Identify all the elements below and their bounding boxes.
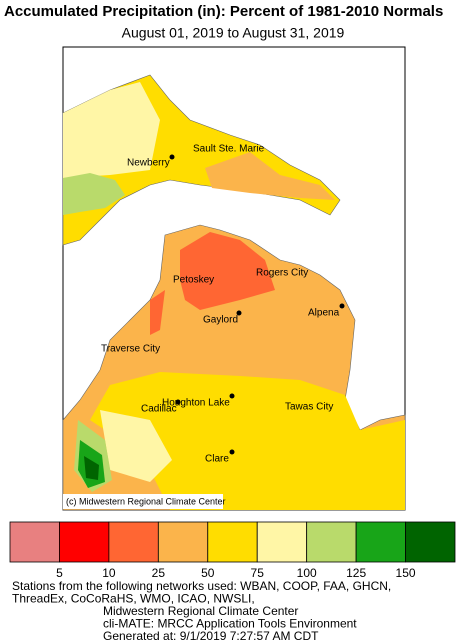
- footer-line: Stations from the following networks use…: [12, 579, 391, 593]
- legend-label: 5: [56, 566, 63, 580]
- legend-label: 100: [297, 566, 317, 580]
- legend-swatch: [207, 521, 258, 563]
- footer-line: ThreadEx, CoCoRaHS, WMO, ICAO, NWSLI,: [12, 592, 255, 606]
- legend-label: 10: [102, 566, 116, 580]
- region: [100, 410, 172, 482]
- footer-line: Midwestern Regional Climate Center: [103, 604, 298, 618]
- city-label: Petoskey: [173, 275, 214, 286]
- city-dot: [175, 399, 181, 405]
- footer: Stations from the following networks use…: [12, 579, 391, 641]
- legend-label: 25: [152, 566, 166, 580]
- legend-swatch: [9, 521, 60, 563]
- city-label: Sault Ste. Marie: [193, 144, 265, 155]
- region: [63, 82, 160, 178]
- city-dot: [339, 303, 345, 309]
- region: [205, 152, 335, 200]
- city-label: Alpena: [308, 308, 340, 319]
- city-dot: [229, 393, 235, 399]
- title: Accumulated Precipitation (in): Percent …: [4, 3, 443, 20]
- city-dot: [169, 154, 175, 160]
- legend-label: 125: [346, 566, 366, 580]
- city-label: Traverse City: [101, 344, 160, 355]
- subtitle: August 01, 2019 to August 31, 2019: [122, 25, 345, 41]
- footer-line: cli-MATE: MRCC Application Tools Environ…: [103, 617, 357, 631]
- city-dot: [229, 449, 235, 455]
- city-dot: [236, 310, 242, 316]
- city-label: Cadillac: [141, 404, 177, 415]
- legend-swatch: [59, 521, 110, 563]
- copyright-box: [63, 494, 223, 509]
- city-label: Gaylord: [203, 315, 238, 326]
- region: [150, 290, 165, 335]
- city-label: Clare: [205, 454, 229, 465]
- region: [63, 173, 125, 215]
- city-label: Tawas City: [285, 402, 333, 413]
- legend-swatch: [157, 521, 209, 563]
- copyright: (c) Midwestern Regional Climate Center: [66, 496, 226, 506]
- legend-swatch: [108, 521, 159, 563]
- city-label: Newberry: [127, 158, 170, 169]
- region: [180, 232, 275, 310]
- region: [90, 372, 405, 510]
- legend: 5 10 25 50 75 100 125 150: [9, 521, 456, 580]
- region: [84, 456, 99, 480]
- footer-line: Generated at: 9/1/2019 7:27:57 AM CDT: [103, 629, 319, 641]
- legend-swatch: [355, 521, 406, 563]
- legend-swatch: [405, 521, 456, 563]
- legend-swatch: [256, 521, 308, 563]
- legend-label: 150: [396, 566, 416, 580]
- city-label: Rogers City: [256, 268, 308, 279]
- city-label: Houghton Lake: [162, 398, 230, 409]
- map: (c) Midwestern Regional Climate Center N…: [62, 46, 406, 511]
- legend-label: 50: [201, 566, 215, 580]
- legend-swatch: [306, 521, 357, 563]
- legend-label: 75: [251, 566, 265, 580]
